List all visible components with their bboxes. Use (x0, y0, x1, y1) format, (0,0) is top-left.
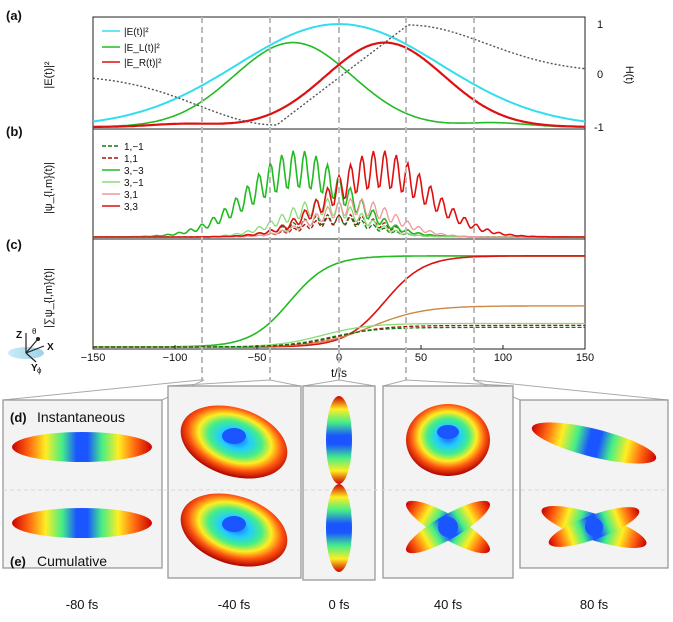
legend-b-label-0: 1,−1 (124, 142, 144, 153)
lobe-80-cumulative (541, 505, 647, 549)
icon-vector-tip (36, 337, 40, 341)
lobe-m80-instant (12, 432, 152, 462)
icon-phi-label: ϕ (37, 366, 42, 375)
legend-a-label-1: |E_L(t)|² (124, 43, 160, 54)
legend-b-label-1: 1,1 (124, 154, 138, 165)
lobe-0-instant (326, 396, 352, 484)
icon-y-axis (25, 352, 37, 363)
row-label-cumulative: Cumulative (37, 553, 107, 569)
legend-b-label-3: 3,−1 (124, 178, 144, 189)
icon-y-label: Y (31, 363, 38, 374)
ylabel-a: |E(t)|² (43, 61, 55, 88)
row-label-instantaneous: Instantaneous (37, 409, 125, 425)
panel-a-curves (92, 23, 586, 128)
curve-psi-5 (93, 150, 585, 238)
lobe-40-instant (406, 404, 490, 476)
icon-x-axis (25, 345, 45, 354)
lobe-m80-cumulative (12, 508, 152, 538)
legend-b-label-2: 3,−3 (124, 166, 144, 177)
xtick-label-5: 100 (494, 352, 512, 364)
icon-z-label: Z (16, 330, 22, 341)
lobe-80-instant (531, 422, 657, 464)
lobe-0-cumulative-body (326, 484, 352, 572)
lobe-m40-instant (180, 405, 288, 479)
lobe-0-instant-body (326, 396, 352, 484)
right-tick-neg1: -1 (594, 122, 604, 134)
right-tick-0: 0 (597, 69, 603, 81)
curve-E-left (93, 41, 585, 128)
xtick-label-1: −100 (163, 352, 188, 364)
connector-40 (382, 379, 514, 387)
legend-a: |E(t)|² |E_L(t)|² |E_R(t)|² (102, 27, 162, 69)
curve-psi-2 (93, 150, 585, 238)
panel-label-a: (a) (6, 8, 22, 23)
panel-label-d: (d) (10, 410, 27, 425)
legend-a-label-0: |E(t)|² (124, 27, 149, 38)
time-label-40: 40 fs (434, 597, 463, 612)
connector-0 (302, 379, 376, 387)
lobe-0-cumulative (326, 484, 352, 572)
time-label-m80: -80 fs (66, 597, 99, 612)
panel-label-e: (e) (10, 554, 26, 569)
time-guides (201, 17, 475, 380)
x-ticks: −150 −100 −50 0 50 100 150 (81, 345, 594, 364)
time-label-80: 80 fs (580, 597, 609, 612)
lobe-40-cumulative (406, 500, 490, 554)
lobe-m40-instant-hole (222, 428, 246, 444)
lobe-40-instant-body (406, 404, 490, 476)
connector-m40 (167, 379, 301, 387)
lobe-m80-instant-body (12, 432, 152, 462)
xtick-label-2: −50 (248, 352, 267, 364)
time-label-0: 0 fs (329, 597, 350, 612)
curve-E-right (93, 41, 585, 128)
icon-x-label: X (47, 342, 54, 353)
legend-b: 1,−1 1,1 3,−3 3,−1 3,1 3,3 (102, 142, 144, 213)
xtick-label-4: 50 (415, 352, 427, 364)
lobe-m40-cumulative-hole (222, 516, 246, 532)
xtick-label-6: 150 (576, 352, 594, 364)
lobe-40-instant-hole (437, 425, 459, 439)
xtick-label-0: −150 (81, 352, 106, 364)
axes-orientation-icon: Z X Y θ ϕ (8, 327, 54, 375)
icon-vector (25, 338, 39, 354)
time-label-m40: -40 fs (218, 597, 251, 612)
legend-b-label-4: 3,1 (124, 190, 138, 201)
lobe-80-cumulative-core (585, 518, 603, 536)
snapshot-frame-m80 (2, 399, 163, 569)
ylabel-right-a: H(t) (623, 66, 635, 84)
ylabel-c: |∑ψ_{l,m}(t)| (43, 268, 55, 328)
lobe-40-cumulative-core (438, 517, 458, 537)
panel-label-b: (b) (6, 124, 23, 139)
right-tick-1: 1 (597, 19, 603, 31)
legend-b-label-5: 3,3 (124, 202, 138, 213)
curve-E-total (92, 23, 586, 123)
icon-theta-label: θ (32, 327, 37, 336)
legend-a-label-2: |E_R(t)|² (124, 58, 162, 69)
lobe-m40-cumulative (180, 493, 288, 567)
ylabel-b: |ψ_{l,m}(t)| (43, 162, 55, 214)
lobe-m80-cumulative-body (12, 508, 152, 538)
panel-label-c: (c) (6, 237, 22, 252)
lobe-80-instant-body (531, 422, 657, 464)
panel-b-curves (93, 150, 585, 238)
